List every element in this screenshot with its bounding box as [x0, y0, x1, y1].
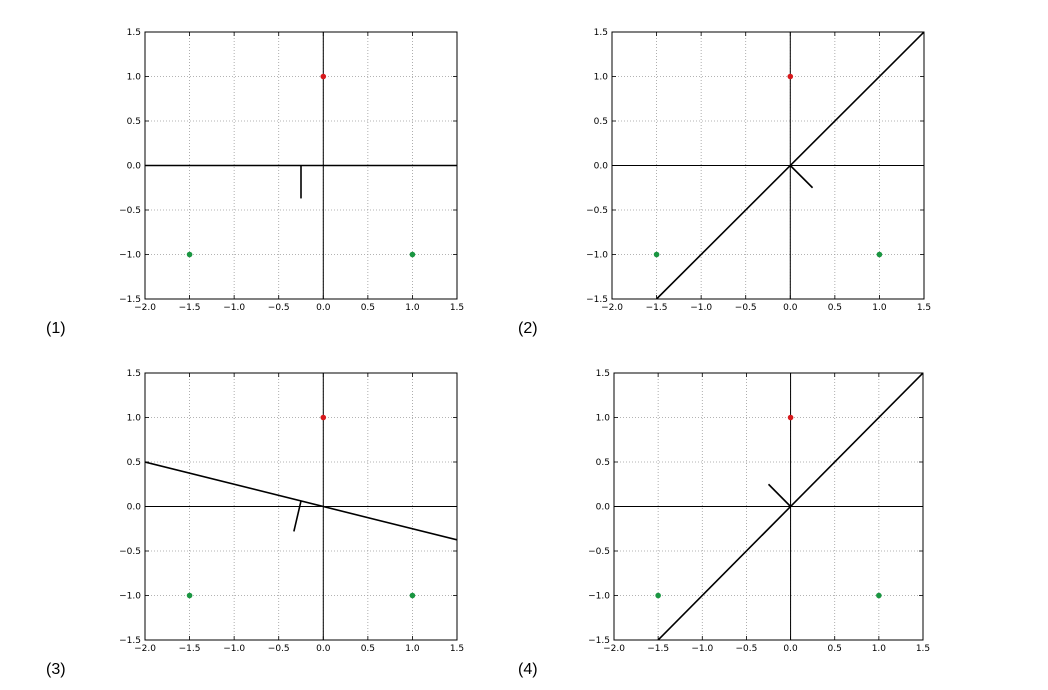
data-point [787, 73, 794, 80]
y-tick-label: 0.0 [594, 162, 609, 172]
x-tick-label: −1.0 [223, 644, 245, 654]
x-tick-label: 0.5 [361, 644, 375, 654]
x-tick-label: 1.0 [405, 303, 420, 313]
x-tick-label: 1.0 [872, 303, 887, 313]
x-tick-label: −0.5 [735, 303, 757, 313]
normal-vector [789, 164, 814, 189]
panel-label: (4) [518, 661, 538, 678]
x-tick-label: 1.5 [916, 644, 930, 654]
normal-vector [767, 483, 792, 508]
x-tick-label: −1.0 [690, 303, 712, 313]
x-tick-label: 0.5 [828, 644, 842, 654]
panel-1: −2.0 −1.5 −1.0 −0.5 0.0 0.5 1.0 1.5−1.5−1.0−0.5… [46, 28, 464, 337]
y-tick-label: 0.0 [596, 503, 611, 513]
data-point [876, 592, 882, 599]
x-tick-label: −1.0 [691, 644, 713, 654]
y-tick-label: −0.5 [588, 547, 610, 557]
x-tick-label: −1.5 [647, 644, 669, 654]
y-tick-label: −1.0 [586, 251, 608, 261]
panel-label: (1) [46, 320, 66, 337]
y-tick-label: 0.0 [127, 503, 142, 513]
data-point [876, 251, 883, 258]
y-tick-label: −0.5 [119, 206, 141, 216]
data-point [409, 592, 416, 599]
x-tick-label: −0.5 [735, 644, 757, 654]
x-tick-label: −1.0 [223, 303, 245, 313]
y-tick-label: 0.5 [127, 117, 141, 127]
y-tick-label: −1.0 [588, 592, 610, 602]
y-tick-label: −1.5 [119, 295, 141, 305]
x-tick-label: 0.0 [783, 644, 798, 654]
data-point [787, 414, 794, 421]
y-tick-label: 1.5 [594, 28, 608, 38]
y-tick-label: −1.5 [586, 295, 608, 305]
y-tick-label: 1.5 [127, 369, 141, 379]
x-tick-label: −2.0 [134, 303, 156, 313]
panel-3: −2.0 −1.5 −1.0 −0.5 0.0 0.5 1.0 1.5−1.5−1.0−0.5… [46, 369, 464, 678]
y-tick-label: 0.5 [594, 117, 608, 127]
x-tick-label: −0.5 [268, 303, 290, 313]
y-tick-label: −1.0 [119, 592, 141, 602]
x-tick-label: 0.0 [316, 303, 331, 313]
y-tick-label: −1.5 [119, 636, 141, 646]
x-tick-label: 1.0 [872, 644, 887, 654]
data-point [655, 592, 661, 599]
y-tick-label: 1.5 [127, 28, 141, 38]
panel-2: −2.0 −1.5 −1.0 −0.5 0.0 0.5 1.0 1.5−1.5−1.0−0.5… [518, 28, 931, 337]
x-tick-label: −1.5 [179, 303, 201, 313]
data-point [653, 251, 660, 258]
x-tick-label: −0.5 [268, 644, 290, 654]
x-tick-label: −1.5 [179, 644, 201, 654]
panel-4: −2.0 −1.5 −1.0 −0.5 0.0 0.5 1.0 1.5−1.5−1.0−0.5… [518, 369, 930, 678]
normal-vector [293, 500, 302, 532]
y-tick-label: −0.5 [119, 547, 141, 557]
data-point [186, 251, 193, 258]
x-tick-label: 0.5 [361, 303, 375, 313]
x-tick-label: 0.0 [783, 303, 798, 313]
y-tick-label: −0.5 [586, 206, 608, 216]
x-tick-label: 1.5 [450, 303, 464, 313]
x-tick-label: 0.0 [316, 644, 331, 654]
data-point [186, 592, 193, 599]
data-point [320, 414, 327, 421]
x-tick-label: −1.5 [646, 303, 668, 313]
y-tick-label: 1.5 [596, 369, 610, 379]
x-tick-label: −2.0 [603, 644, 625, 654]
y-tick-label: 0.5 [127, 458, 141, 468]
y-tick-label: −1.5 [588, 636, 610, 646]
x-tick-label: −2.0 [601, 303, 623, 313]
panel-label: (3) [46, 661, 66, 678]
x-tick-label: 1.0 [405, 644, 420, 654]
x-tick-label: 1.5 [917, 303, 931, 313]
data-point [409, 251, 416, 258]
y-tick-label: 1.0 [596, 414, 611, 424]
y-tick-label: 1.0 [127, 414, 142, 424]
panel-label: (2) [518, 320, 538, 337]
y-tick-label: 0.0 [127, 162, 142, 172]
x-tick-label: 0.5 [828, 303, 842, 313]
y-tick-label: 1.0 [127, 73, 142, 83]
y-tick-label: 1.0 [594, 73, 609, 83]
y-tick-label: 0.5 [596, 458, 610, 468]
y-tick-label: −1.0 [119, 251, 141, 261]
x-tick-label: −2.0 [134, 644, 156, 654]
data-point [320, 73, 327, 80]
x-tick-label: 1.5 [450, 644, 464, 654]
